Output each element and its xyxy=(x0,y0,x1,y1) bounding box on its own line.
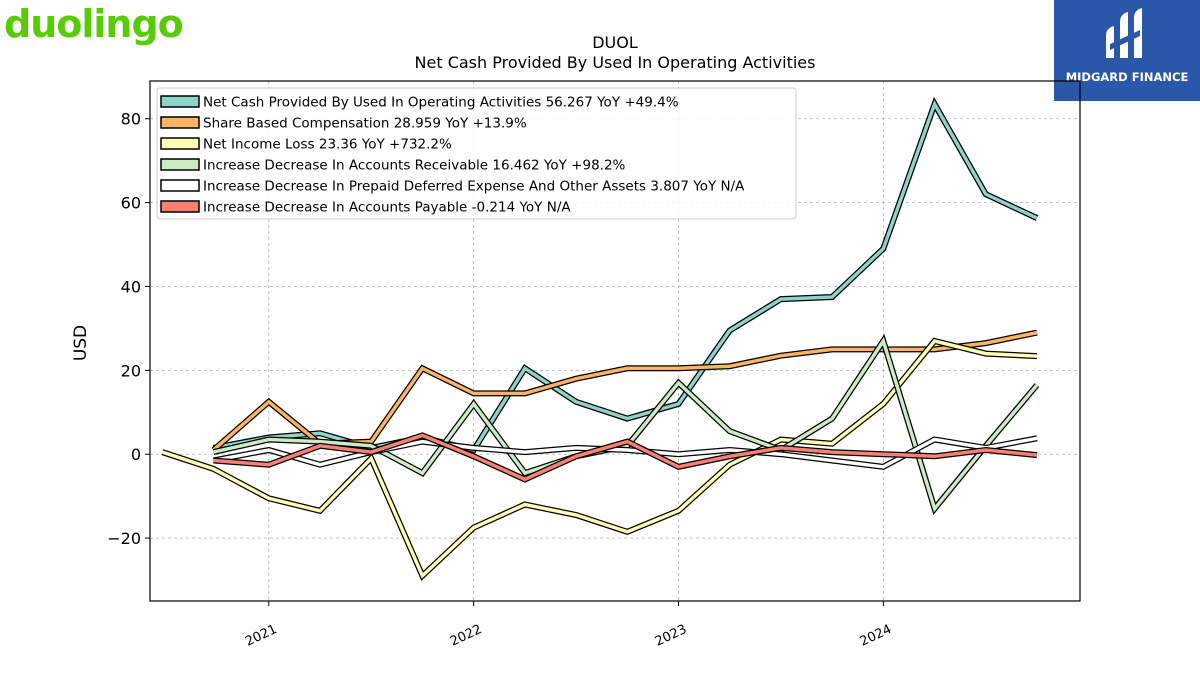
x-tick-label: 2024 xyxy=(858,622,894,650)
series-line xyxy=(161,337,1038,581)
series-layer xyxy=(161,96,1040,581)
legend-swatch xyxy=(160,116,200,129)
series-stroke xyxy=(161,339,1038,579)
duolingo-logo: duolingo xyxy=(4,2,184,46)
y-tick-label: 0 xyxy=(131,445,141,464)
midgard-emblem-icon xyxy=(1106,8,1142,58)
legend-entry: Increase Decrease In Accounts Payable -0… xyxy=(203,200,571,216)
series-stroke xyxy=(213,433,1038,482)
chart-title: DUOL xyxy=(592,33,638,52)
chart-subtitle: Net Cash Provided By Used In Operating A… xyxy=(415,53,816,72)
legend-swatch xyxy=(160,179,200,192)
legend-entry: Increase Decrease In Accounts Receivable… xyxy=(203,158,626,174)
x-tick-label: 2023 xyxy=(653,622,689,650)
legend-swatch xyxy=(160,200,200,213)
legend-swatch xyxy=(160,137,200,150)
plot-frame xyxy=(149,80,1081,602)
y-tick-label: 60 xyxy=(121,194,141,213)
legend: Net Cash Provided By Used In Operating A… xyxy=(156,87,797,220)
y-tick-label: 20 xyxy=(121,361,141,380)
legend-entry: Share Based Compensation 28.959 YoY +13.… xyxy=(203,116,527,132)
legend-entry: Net Income Loss 23.36 YoY +732.2% xyxy=(203,137,452,153)
legend-entry: Net Cash Provided By Used In Operating A… xyxy=(203,95,679,111)
x-tick-label: 2022 xyxy=(448,622,484,650)
y-tick-label: −20 xyxy=(107,529,141,548)
y-tick-label: 40 xyxy=(121,277,141,296)
legend-box xyxy=(156,87,797,220)
series-line xyxy=(213,432,1038,483)
series-stroke xyxy=(213,336,1039,513)
midgard-finance-logo: MIDGARD FINANCE xyxy=(1054,0,1200,101)
x-tick-label: 2021 xyxy=(243,622,279,650)
series-line xyxy=(212,334,1040,515)
legend-entry: Increase Decrease In Prepaid Deferred Ex… xyxy=(203,179,745,195)
y-tick-label: 80 xyxy=(121,110,141,129)
legend-swatch xyxy=(160,95,200,108)
axes: −20 0 20 40 60 80 2021 2022 2023 2024 xyxy=(107,110,894,650)
midgard-finance-label: MIDGARD FINANCE xyxy=(1065,70,1189,84)
y-axis-label: USD xyxy=(71,325,91,361)
legend-swatch xyxy=(160,158,200,171)
